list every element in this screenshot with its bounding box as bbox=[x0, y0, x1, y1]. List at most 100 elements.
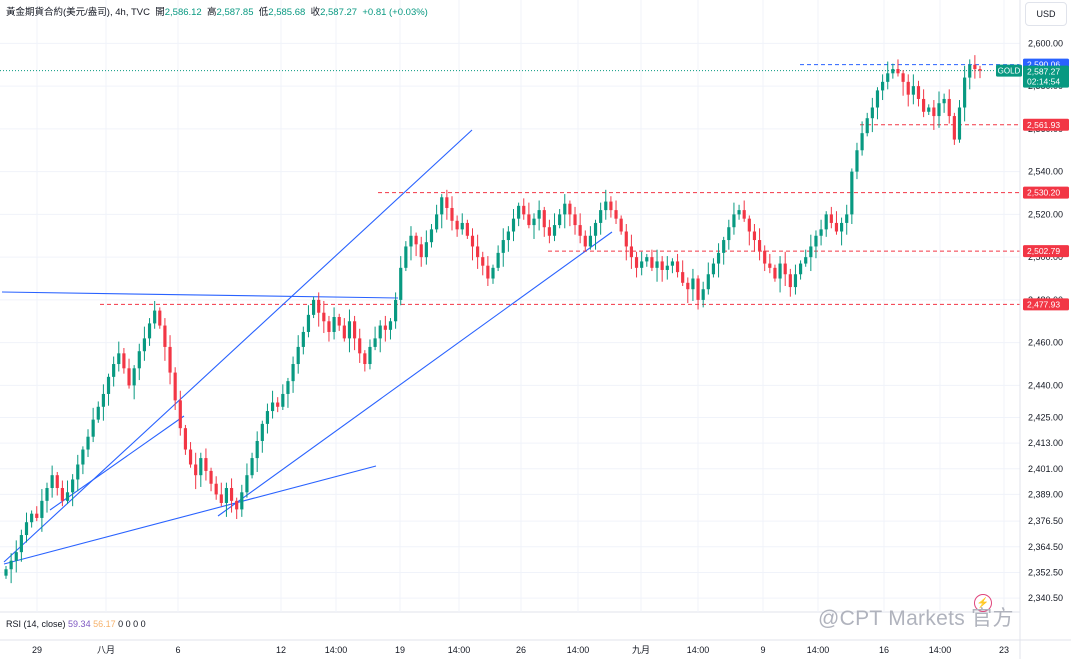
candle-body bbox=[229, 488, 234, 501]
close-value: 2,587.27 bbox=[320, 7, 358, 18]
level-price-tag-box bbox=[1023, 298, 1069, 311]
candle-body bbox=[276, 402, 280, 407]
candle-body bbox=[742, 210, 746, 219]
candle-body bbox=[824, 214, 828, 230]
candle-body bbox=[686, 282, 690, 290]
y-tick-label: 2,425.00 bbox=[1028, 412, 1063, 422]
candle-body bbox=[670, 261, 675, 266]
symbol-name[interactable]: 黃金期貨合約(美元/盎司) bbox=[6, 7, 110, 18]
candle-body bbox=[81, 449, 85, 465]
candle-body bbox=[916, 86, 921, 99]
y-tick-label: 2,520.00 bbox=[1028, 209, 1063, 219]
candle-body bbox=[286, 381, 290, 394]
candle-body bbox=[547, 227, 551, 236]
candle-body bbox=[804, 257, 808, 264]
x-tick-label: 14:00 bbox=[448, 645, 471, 655]
candle-body bbox=[552, 225, 557, 236]
candle-body bbox=[270, 402, 275, 412]
candle-body bbox=[957, 107, 962, 140]
candle-body bbox=[153, 310, 157, 324]
candle-body bbox=[937, 103, 941, 117]
candle-body bbox=[332, 317, 336, 332]
candle-body bbox=[906, 81, 910, 95]
candle-body bbox=[865, 118, 869, 134]
candle-body bbox=[578, 225, 582, 236]
watermark: @CPT Markets 官方 bbox=[818, 607, 1014, 630]
candle-body bbox=[588, 235, 592, 247]
candle-body bbox=[711, 263, 716, 275]
chart-header: 黃金期貨合約(美元/盎司), 4h, TVC 開2,586.12 高2,587.… bbox=[6, 7, 428, 18]
candle-body bbox=[645, 257, 649, 262]
y-tick-label: 2,440.00 bbox=[1028, 380, 1063, 390]
candle-body bbox=[45, 488, 49, 501]
candle-body bbox=[306, 314, 311, 332]
candle-body bbox=[757, 240, 762, 251]
candle-body bbox=[845, 214, 849, 223]
price-markers: 2,590.06 2,561.93 2,530.20 2,502.79 2,477.93… bbox=[996, 58, 1069, 311]
candle-body bbox=[30, 513, 34, 523]
candle-body bbox=[24, 522, 29, 536]
candle-body bbox=[368, 346, 372, 365]
x-tick-label: 26 bbox=[516, 645, 526, 655]
candle-body bbox=[76, 464, 80, 480]
timeframe[interactable]: 4h bbox=[115, 7, 126, 18]
level-price-tag-text: 2,477.93 bbox=[1027, 299, 1060, 309]
candle-body bbox=[696, 278, 700, 300]
candle-body bbox=[886, 73, 890, 82]
currency-button[interactable]: USD bbox=[1025, 2, 1067, 26]
candle-body bbox=[265, 411, 270, 424]
candle-body bbox=[537, 210, 541, 219]
candle-body bbox=[363, 353, 367, 365]
candle-body bbox=[922, 98, 926, 112]
x-tick-label: 14:00 bbox=[807, 645, 830, 655]
open-value: 2,586.12 bbox=[164, 7, 202, 18]
candle-body bbox=[768, 263, 772, 268]
candle-body bbox=[219, 494, 223, 503]
candle-body bbox=[101, 393, 105, 407]
x-tick-label: 九月 bbox=[632, 645, 650, 655]
candle-body bbox=[506, 231, 510, 241]
close-label: 收 bbox=[310, 7, 321, 18]
candle-body bbox=[322, 312, 326, 322]
data-source: TVC bbox=[130, 7, 150, 18]
candle-body bbox=[168, 346, 172, 373]
y-tick-label: 2,600.00 bbox=[1028, 38, 1063, 48]
y-tick-label: 2,352.50 bbox=[1028, 567, 1063, 577]
y-tick-label: 2,340.50 bbox=[1028, 593, 1063, 603]
candle-body bbox=[860, 133, 864, 151]
candle-body bbox=[793, 274, 798, 288]
candle-body bbox=[901, 73, 905, 82]
candle-body bbox=[235, 500, 239, 510]
candle-body bbox=[317, 299, 321, 313]
candle-body bbox=[301, 331, 305, 347]
rsi-legend[interactable]: RSI (14, close) 59.34 56.17 0 0 0 0 bbox=[6, 619, 146, 629]
x-tick-label: 6 bbox=[175, 645, 180, 655]
candle-body bbox=[414, 235, 418, 245]
candle-body bbox=[891, 69, 895, 74]
candle-body bbox=[706, 274, 710, 290]
candle-body bbox=[814, 235, 818, 247]
candle-body bbox=[4, 569, 8, 576]
trend-line bbox=[1, 291, 399, 299]
change-value: +0.81 (+0.03%) bbox=[362, 7, 428, 18]
y-tick-label: 2,364.50 bbox=[1028, 542, 1063, 552]
x-tick-label: 14:00 bbox=[929, 645, 952, 655]
candle-body bbox=[440, 197, 444, 215]
level-price-tag-text: 2,590.06 bbox=[1027, 60, 1060, 70]
high-value: 2,587.85 bbox=[216, 7, 254, 18]
candle-body bbox=[655, 261, 659, 268]
x-tick-label: 八月 bbox=[97, 645, 115, 655]
candle-body bbox=[404, 246, 408, 268]
candle-body bbox=[834, 222, 839, 232]
candle-body bbox=[968, 64, 972, 78]
candle-body bbox=[409, 235, 413, 247]
candle-body bbox=[614, 210, 618, 219]
candle-body bbox=[188, 449, 193, 465]
candle-body bbox=[209, 470, 213, 484]
candle-body bbox=[947, 98, 951, 117]
lightning-icon[interactable]: ⚡ bbox=[974, 594, 992, 612]
last-price-tag-text: 02:14:54 bbox=[1027, 77, 1060, 87]
candle-body bbox=[445, 197, 449, 208]
candle-body bbox=[619, 218, 623, 232]
